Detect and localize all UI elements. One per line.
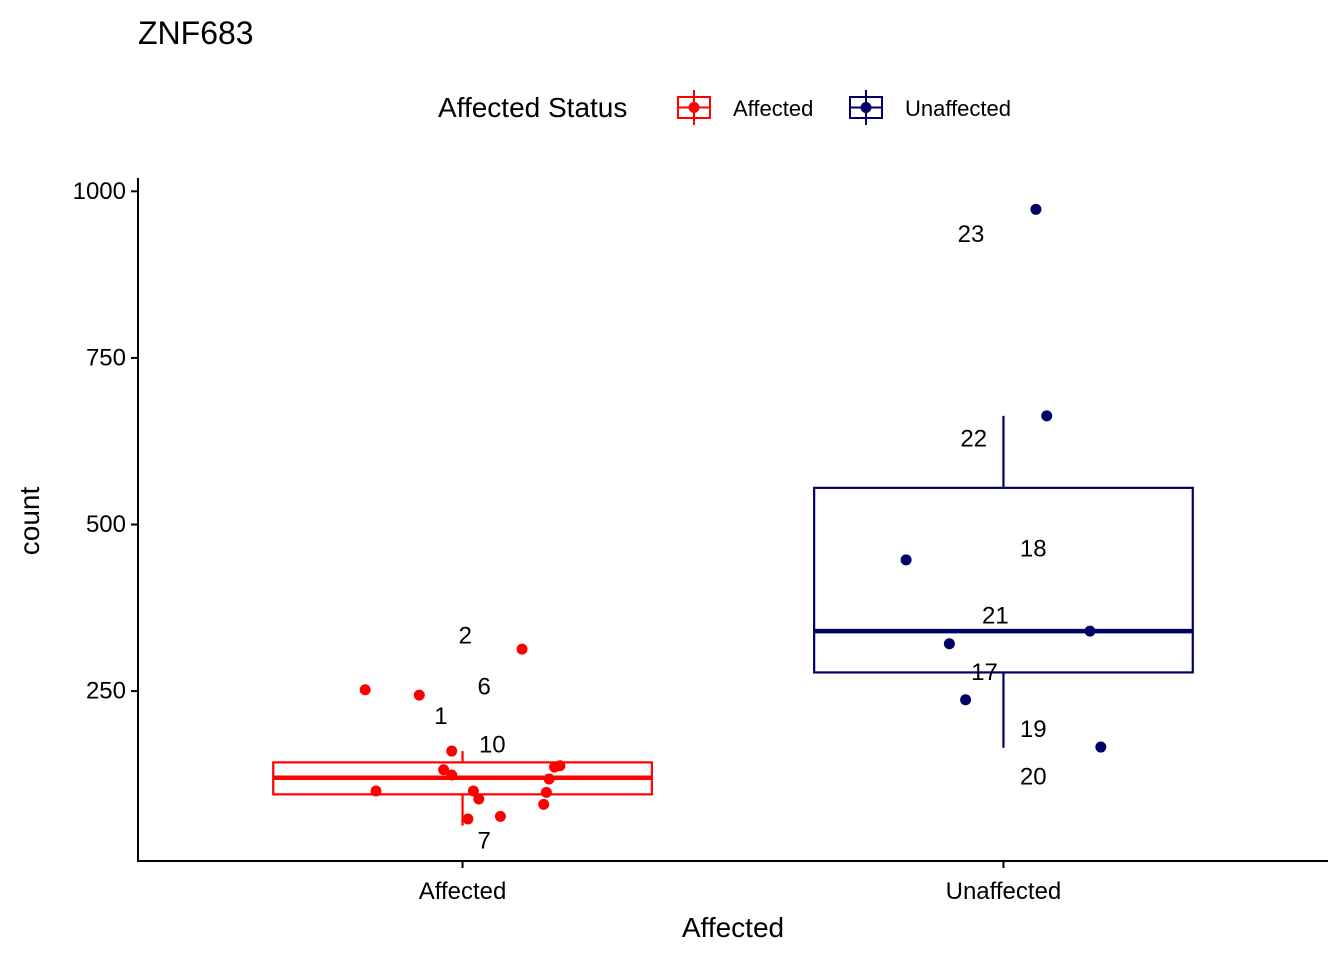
- data-point: [1030, 203, 1042, 215]
- data-point: [1084, 625, 1096, 637]
- point-label: 21: [982, 602, 1009, 629]
- data-point: [413, 689, 425, 701]
- data-point: [1095, 741, 1107, 753]
- data-point: [446, 745, 458, 757]
- x-ticks: Affected Unaffected: [419, 861, 1062, 905]
- point-label: 6: [478, 674, 491, 701]
- legend-key-affected: [677, 90, 711, 125]
- data-point: [1041, 410, 1053, 422]
- boxes-layer: [272, 415, 1194, 826]
- x-axis-title: Affected: [682, 912, 784, 943]
- data-point: [473, 793, 485, 805]
- box-affected: [272, 751, 653, 826]
- data-point: [370, 785, 382, 797]
- point-label: 2: [459, 622, 472, 649]
- data-point: [540, 786, 552, 798]
- point-label: 10: [479, 732, 506, 759]
- annotations-layer: 26 1 10 7 23 22 18 21 17 19 20: [434, 221, 1046, 854]
- legend-key-unaffected: [849, 90, 883, 125]
- box-rect-unaffected: [813, 486, 1194, 674]
- data-point: [359, 684, 371, 696]
- point-label: 19: [1020, 716, 1047, 743]
- data-point: [494, 810, 506, 822]
- data-point: [462, 813, 474, 825]
- box-unaffected: [813, 415, 1194, 748]
- data-point: [438, 764, 450, 776]
- x-axis: Affected Unaffected: [137, 860, 1328, 905]
- point-label: 17: [971, 659, 998, 686]
- point-label: 18: [1020, 536, 1047, 563]
- y-ticks: 250 500 750 1000: [73, 178, 138, 705]
- data-point: [900, 554, 912, 566]
- data-point: [538, 798, 550, 810]
- data-point: [446, 769, 458, 781]
- data-point: [516, 643, 528, 655]
- legend-label-unaffected: Unaffected: [905, 96, 1011, 121]
- legend-title: Affected Status: [438, 92, 627, 123]
- point-label: 23: [958, 221, 985, 248]
- y-axis-title: count: [14, 487, 45, 556]
- data-point: [467, 785, 479, 797]
- y-tick-label: 500: [86, 511, 126, 538]
- point-label: 22: [960, 426, 987, 453]
- point-label: 20: [1020, 764, 1047, 791]
- point-label: 7: [478, 828, 491, 855]
- y-tick-label: 1000: [73, 178, 126, 205]
- points-layer: [359, 203, 1107, 825]
- legend: Affected Status Affected Unaffected: [438, 90, 1011, 125]
- y-tick-label: 250: [86, 678, 126, 705]
- x-tick-label: Affected: [419, 878, 507, 905]
- y-tick-label: 750: [86, 344, 126, 371]
- x-tick-label: Unaffected: [946, 878, 1062, 905]
- data-point: [943, 638, 955, 650]
- legend-label-affected: Affected: [733, 96, 813, 121]
- point-label: 1: [434, 703, 447, 730]
- chart-title: ZNF683: [138, 15, 254, 51]
- data-point: [960, 694, 972, 706]
- data-point: [543, 773, 555, 785]
- data-point: [549, 761, 560, 773]
- y-axis: 250 500 750 1000: [73, 178, 139, 862]
